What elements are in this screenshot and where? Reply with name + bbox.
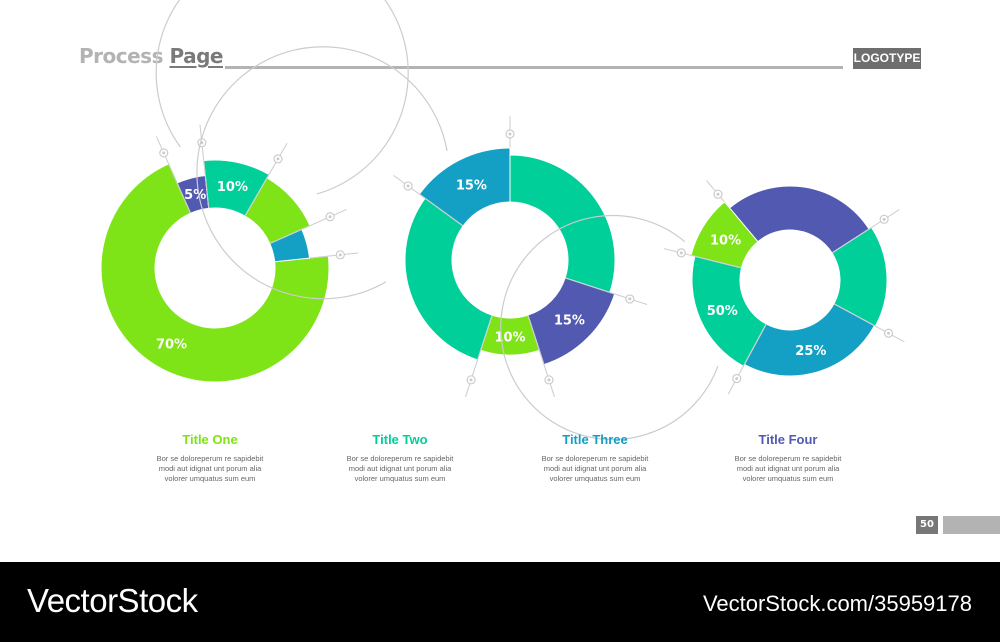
slice-label: 10%: [217, 180, 248, 195]
guide-marker-dot: [735, 377, 739, 381]
page-title: Process Page: [79, 44, 223, 68]
column-text: Bor se doloreperum re sapidebit modi aut …: [120, 454, 300, 484]
guide-marker-dot: [679, 251, 683, 255]
header-divider: [225, 66, 843, 69]
column-text: Bor se doloreperum re sapidebit modi aut …: [310, 454, 490, 484]
column-text: Bor se doloreperum re sapidebit modi aut …: [505, 454, 685, 484]
title-dark: Page: [169, 44, 223, 68]
slice-label: 15%: [456, 178, 487, 193]
guide-line: [663, 248, 742, 269]
donut-slice: [418, 147, 511, 227]
guide-marker-dot: [628, 297, 632, 301]
column-three: Title Three Bor se doloreperum re sapideb…: [505, 432, 685, 484]
text-line: modi aut idignat unt porum alia: [543, 464, 647, 473]
column-one: Title One Bor se doloreperum re sapidebit…: [120, 432, 300, 484]
slice-label: 5%: [184, 188, 206, 203]
donut-slice: [509, 154, 616, 294]
donut-slice: [404, 197, 493, 361]
column-text: Bor se doloreperum re sapidebit modi aut …: [698, 454, 878, 484]
slice-label: 10%: [710, 234, 741, 249]
text-line: Bor se doloreperum re sapidebit: [156, 454, 264, 463]
footer-id: VectorStock.com/35959178: [702, 591, 972, 616]
column-title: Title Three: [562, 432, 628, 447]
text-line: volorer umquatus sum eum: [354, 474, 446, 483]
guide-marker-dot: [469, 378, 473, 382]
donut-slice: [100, 163, 330, 383]
donut-slice: [728, 185, 870, 254]
text-line: Bor se doloreperum re sapidebit: [346, 454, 454, 463]
donut-charts: 70% 5% 10% 15% 10% 15% 25% 50% 10%: [100, 0, 905, 441]
slice-label: 15%: [554, 313, 585, 328]
column-four: Title Four Bor se doloreperum re sapidebi…: [698, 432, 878, 484]
donut-slice: [743, 303, 876, 377]
slice-label: 50%: [707, 304, 738, 319]
text-line: volorer umquatus sum eum: [549, 474, 641, 483]
footer-brand: VectorStock: [27, 582, 198, 619]
guide-marker-dot: [882, 217, 886, 221]
guide-marker-dot: [328, 215, 332, 219]
guide-arc: [155, 0, 409, 195]
text-line: modi aut idignat unt porum alia: [158, 464, 262, 473]
footer: VectorStock VectorStock.com/35959178: [0, 562, 1000, 642]
logotype: LOGOTYPE: [853, 48, 921, 69]
guide-line: [831, 209, 900, 254]
guide-marker-dot: [508, 132, 512, 136]
slice-label: 25%: [795, 344, 826, 359]
guide-marker-dot: [547, 378, 551, 382]
text-line: Bor se doloreperum re sapidebit: [541, 454, 649, 463]
guide-line: [727, 323, 767, 395]
column-title: Title Two: [372, 432, 428, 447]
text-line: modi aut idignat unt porum alia: [736, 464, 840, 473]
text-line: volorer umquatus sum eum: [164, 474, 256, 483]
column-title: Title One: [182, 432, 238, 447]
text-line: volorer umquatus sum eum: [742, 474, 834, 483]
column-two: Title Two Bor se doloreperum re sapidebit…: [310, 432, 490, 484]
guide-marker-dot: [406, 184, 410, 188]
guide-marker-dot: [716, 192, 720, 196]
guide-arc: [196, 46, 448, 300]
text-line: Bor se doloreperum re sapidebit: [734, 454, 842, 463]
guide-marker-dot: [887, 331, 891, 335]
column-title: Title Four: [758, 432, 818, 447]
slice-label: 70%: [156, 337, 187, 352]
page-bar: [943, 516, 1000, 534]
donut-slice: [269, 228, 311, 263]
guide-marker-dot: [276, 157, 280, 161]
guide-marker-dot: [162, 151, 166, 155]
guide-marker-dot: [338, 253, 342, 257]
donut-slice: [690, 201, 759, 269]
title-light: Process: [79, 44, 164, 68]
slice-label: 10%: [494, 331, 525, 346]
page-number: 50: [916, 516, 938, 534]
guide-arc: [500, 214, 719, 441]
text-line: modi aut idignat unt porum alia: [348, 464, 452, 473]
guide-line: [833, 303, 905, 343]
